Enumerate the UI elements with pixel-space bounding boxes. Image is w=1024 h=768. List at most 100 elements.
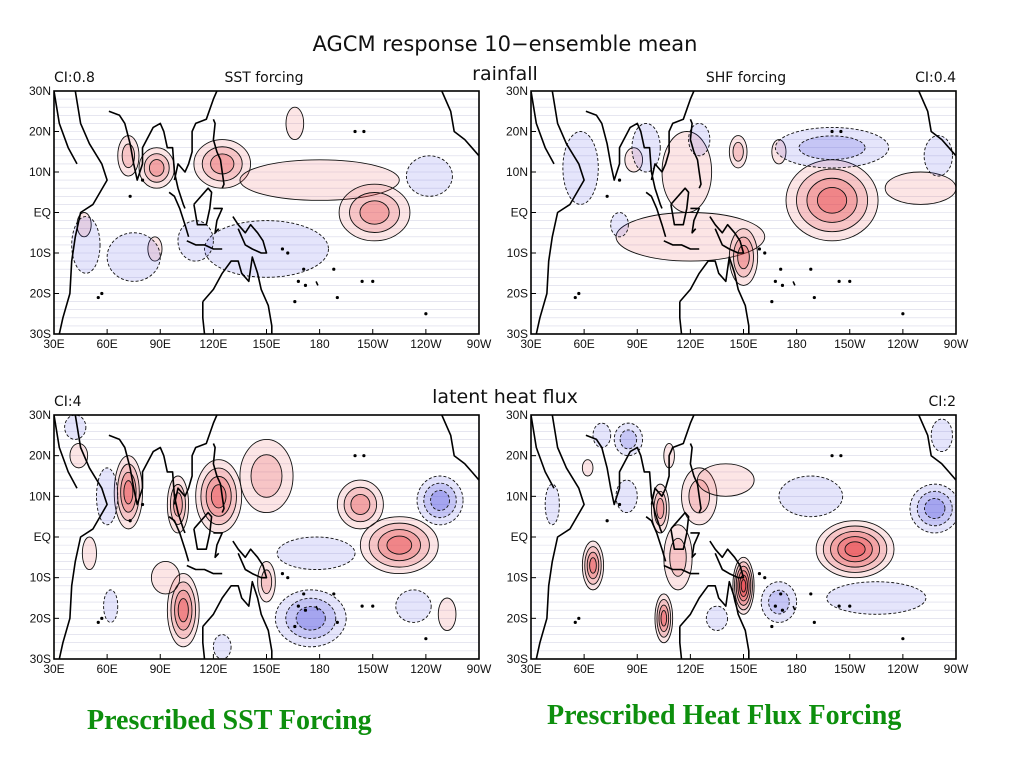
coastline (792, 605, 796, 611)
island (779, 267, 783, 271)
map-panels: 30E 60E 90E 120E 150E 180 150W 120W 90W 30N 20N 10N… (29, 70, 969, 676)
contour-level (204, 220, 329, 278)
contour-level (386, 535, 413, 555)
contour-level (581, 459, 594, 477)
contour-interval-label: CI:2 (928, 394, 956, 410)
negative-anomaly (923, 135, 953, 177)
island (424, 637, 428, 641)
x-tick-label: 120W (887, 662, 919, 676)
negative-anomaly (395, 589, 432, 623)
contour-level (103, 589, 119, 623)
x-tick-label: 30E (43, 662, 64, 676)
y-tick-label: 10S (30, 246, 51, 260)
y-tick-label: 20N (29, 125, 51, 139)
positive-anomaly (338, 183, 411, 242)
coastline (531, 91, 555, 165)
y-tick-label: 20N (29, 449, 51, 463)
x-tick-label: 120W (410, 662, 442, 676)
x-tick-label: 120E (676, 662, 704, 676)
negative-anomaly (615, 479, 638, 514)
island (830, 454, 834, 458)
coastline (678, 301, 683, 334)
coastline (678, 626, 683, 659)
row-title-rainfall: rainfall (472, 63, 538, 85)
positive-anomaly (147, 236, 163, 262)
contour-level (619, 429, 638, 450)
y-tick-label: 30N (29, 84, 51, 98)
coastline (202, 626, 206, 659)
positive-anomaly (336, 479, 384, 530)
island (773, 604, 777, 608)
contour-interval-label: CI:0.8 (54, 70, 95, 86)
coastline (679, 256, 750, 334)
y-tick-label: 10N (506, 165, 528, 179)
negative-anomaly (688, 122, 711, 157)
contour-level (260, 569, 273, 595)
island (128, 519, 132, 523)
coastline (186, 240, 223, 250)
island (757, 572, 762, 576)
contour-features (544, 418, 956, 644)
coastline (232, 540, 268, 579)
map-panel-3: 30E 60E 90E 120E 150E 180 150W 120W 90W 30N 20N 10N… (29, 394, 492, 676)
contour-level (177, 220, 214, 262)
y-tick-label: 10N (29, 489, 51, 503)
negative-anomaly (103, 589, 119, 623)
island (128, 194, 132, 198)
positive-anomaly (581, 459, 594, 477)
contour-level (147, 236, 163, 262)
y-tick-label: 20S (507, 287, 528, 301)
island (617, 502, 622, 507)
x-tick-label: 180 (310, 662, 330, 676)
x-tick-label: 30E (520, 337, 541, 351)
coastline (679, 580, 750, 659)
contour-level (774, 126, 890, 169)
negative-anomaly (204, 220, 329, 278)
positive-anomaly (81, 536, 97, 570)
coastline (708, 403, 710, 411)
coastline (918, 91, 956, 157)
island (770, 300, 774, 304)
coastline (441, 415, 479, 481)
coastline (202, 580, 273, 659)
contour-level (212, 634, 232, 659)
contour-level (705, 605, 729, 631)
negative-anomaly (592, 422, 612, 448)
contour-level (734, 561, 753, 611)
island (335, 295, 339, 300)
island (302, 592, 306, 596)
y-tick-label: 10S (30, 571, 51, 585)
contour-level (728, 135, 748, 169)
island (286, 251, 290, 255)
negative-anomaly (212, 634, 232, 659)
island (293, 300, 297, 304)
coastlines (531, 403, 956, 659)
coastline (232, 216, 268, 254)
contour-level (177, 598, 189, 623)
x-tick-label: 150W (357, 662, 389, 676)
island (577, 291, 581, 296)
negative-anomaly (610, 212, 629, 238)
island (100, 616, 104, 620)
island (901, 312, 905, 316)
island (901, 637, 905, 641)
island (780, 608, 785, 612)
positive-anomaly (581, 540, 605, 591)
x-tick-label: 150E (729, 337, 757, 351)
coastline (54, 415, 78, 489)
positive-anomaly (697, 463, 755, 497)
x-tick-label: 150W (834, 662, 866, 676)
x-tick-label: 60E (96, 337, 117, 351)
contour-level (150, 560, 181, 595)
contour-level (423, 482, 457, 519)
x-tick-label: 90W (944, 337, 969, 351)
figure-title: AGCM response 10−ensemble mean (313, 32, 698, 56)
contour-level (350, 493, 371, 515)
map-grid-lines (531, 98, 956, 327)
contour-level (143, 153, 170, 183)
negative-anomaly (613, 422, 644, 457)
x-tick-label: 120E (199, 337, 227, 351)
contour-level (615, 479, 638, 514)
island (335, 620, 339, 625)
contour-level (174, 589, 193, 631)
